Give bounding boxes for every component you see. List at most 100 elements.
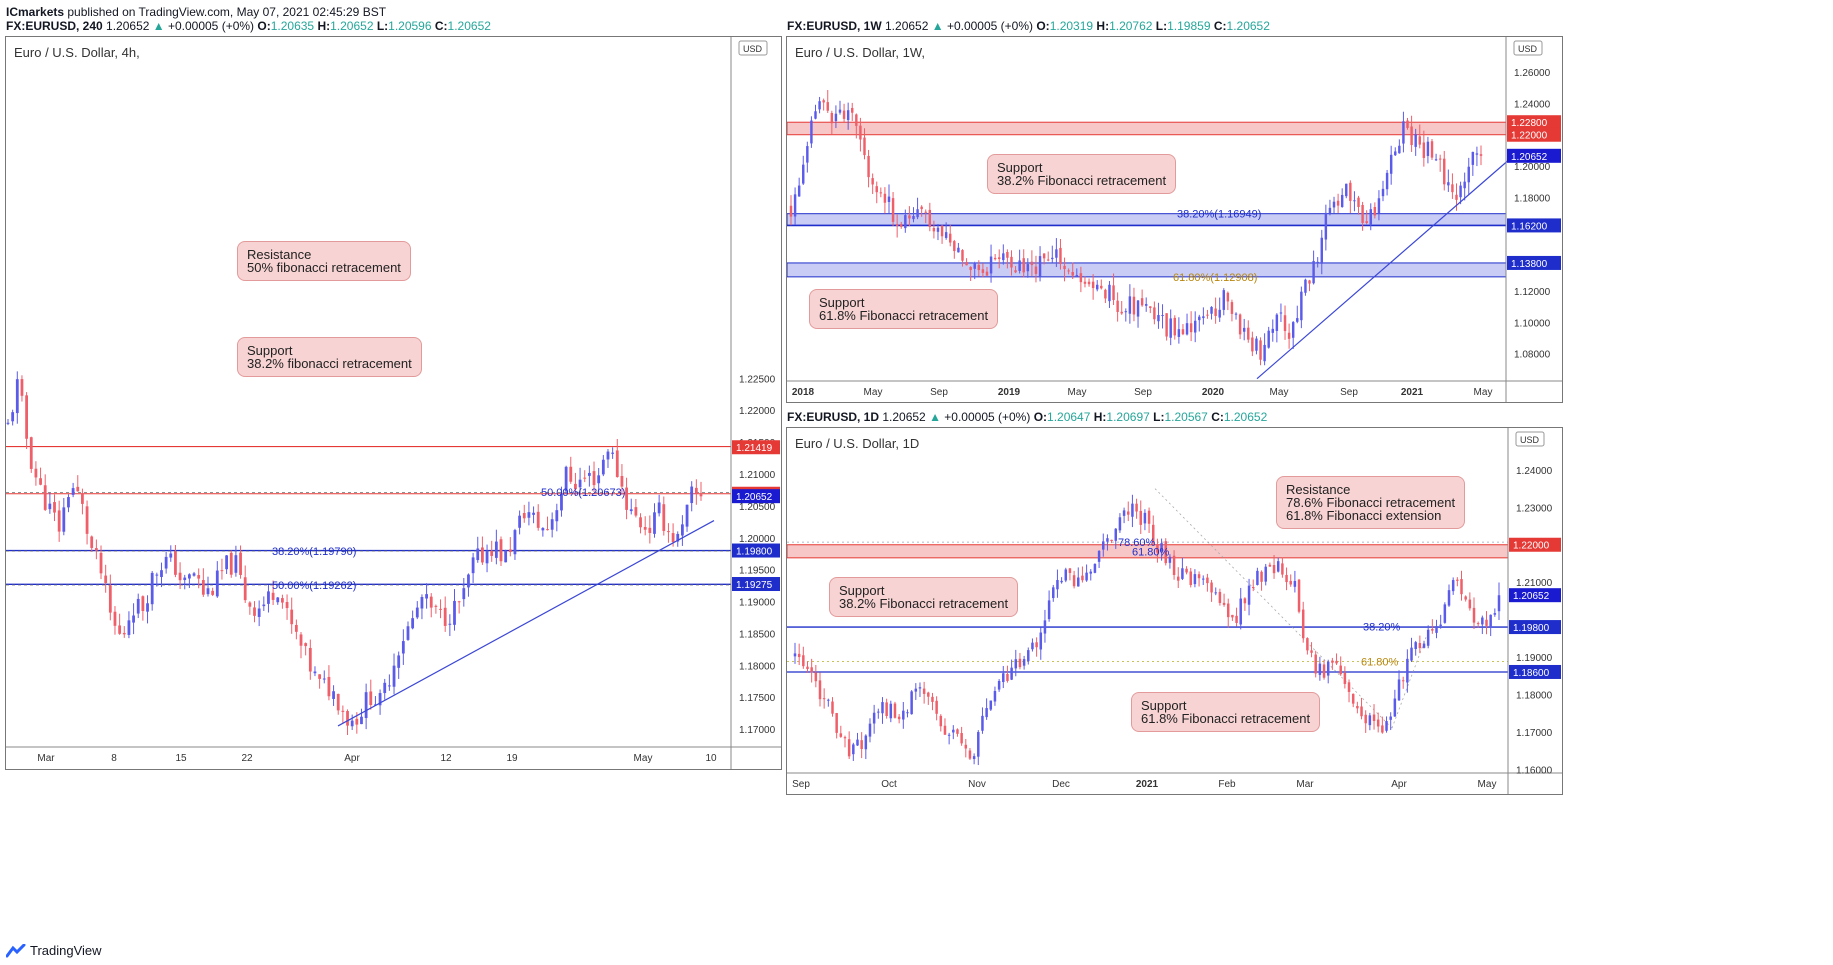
- candle-body: [1083, 281, 1087, 284]
- candle-body: [29, 437, 33, 469]
- candle-body: [1439, 624, 1442, 626]
- candle-body: [1468, 599, 1472, 609]
- candle-body: [1031, 642, 1034, 650]
- annotation-resistance-4h[interactable]: Resistance 50% fibonacci retracement: [237, 241, 411, 281]
- candle-body: [1147, 510, 1151, 524]
- currency-label: USD: [743, 44, 763, 54]
- candle-body: [1489, 614, 1492, 628]
- candle-body: [1475, 153, 1479, 155]
- trendline: [1256, 159, 1510, 380]
- fib-label: 61.80%(1.12908): [1173, 272, 1257, 284]
- candle-body: [1006, 251, 1009, 258]
- candle-body: [839, 733, 843, 737]
- candle-body: [1293, 580, 1297, 587]
- fib-diagonal-1d: [1154, 488, 1393, 729]
- candle-body: [1051, 257, 1054, 260]
- candle-body: [667, 531, 670, 533]
- candle-body: [1201, 578, 1205, 580]
- candle-body: [1255, 338, 1258, 351]
- price-badge: [1507, 255, 1561, 270]
- price-tick-label: 1.23000: [1516, 503, 1553, 514]
- candle-body: [685, 504, 689, 527]
- candle-body: [1038, 256, 1042, 277]
- time-tick-label: May: [634, 753, 653, 764]
- time-tick-label: 2021: [1136, 779, 1159, 790]
- candle-body: [411, 618, 415, 629]
- annotation-support-382-1w[interactable]: Support 38.2% Fibonacci retracement: [987, 154, 1177, 194]
- chart-svg-1d[interactable]: 78.60%61.80%38.20%61.80%1.240001.230001.…: [787, 428, 1562, 794]
- candle-body: [936, 227, 940, 232]
- candle-body: [1234, 313, 1238, 315]
- candle-body: [814, 672, 818, 682]
- currency-box: [1515, 431, 1545, 447]
- price-zone: [787, 262, 1507, 278]
- ohlc-label: O:: [1033, 410, 1048, 424]
- candle-body: [1264, 566, 1267, 582]
- fib-label: 38.20%(1.16949): [1177, 209, 1261, 221]
- price-tick-label: 1.10000: [1514, 318, 1551, 329]
- candle-body: [1157, 315, 1160, 322]
- candle-body: [1072, 575, 1076, 587]
- candle-body: [699, 494, 703, 497]
- candle-body: [1222, 290, 1226, 310]
- chart-panel-1w[interactable]: 38.20%(1.16949) 61.80%(1.12908) 1.26000 1.2…: [786, 36, 1563, 403]
- chart-panel-1d[interactable]: 78.60% 61.80% 38.20% 61.80% 1.24000 1.23000 1.…: [786, 427, 1563, 795]
- candle-body: [1131, 503, 1134, 517]
- candle-body: [1285, 574, 1288, 583]
- candle-body: [1418, 136, 1421, 145]
- candle-body: [1018, 658, 1022, 668]
- candle-body: [587, 472, 591, 476]
- candle-body: [453, 600, 456, 625]
- time-tick-label: Mar: [37, 753, 55, 764]
- candle-body: [1328, 207, 1332, 214]
- annotation-support-618-1w[interactable]: Support 61.8% Fibonacci retracement: [809, 289, 999, 329]
- candle-body: [1047, 600, 1051, 620]
- ohlc-close: 1.20652: [1223, 410, 1268, 424]
- candle-body: [1414, 134, 1417, 147]
- annotation-support-382-1d[interactable]: Support 38.2% Fibonacci retracement: [829, 577, 1019, 617]
- candle-body: [1242, 327, 1246, 332]
- candle-body: [1306, 638, 1309, 651]
- candle-body: [859, 125, 862, 140]
- candle-body: [1046, 259, 1050, 261]
- candle-body: [378, 693, 382, 706]
- candle-body: [1006, 673, 1009, 681]
- candle-body: [1181, 329, 1185, 335]
- price-zone: [787, 121, 1507, 136]
- candle-body: [1193, 320, 1197, 333]
- candle-body: [1214, 308, 1217, 316]
- candle-body: [964, 744, 968, 749]
- candle-body: [1181, 568, 1184, 579]
- annotation-support-618-1d[interactable]: Support 61.8% Fibonacci retracement: [1131, 692, 1321, 732]
- ohlc-label: H:: [1093, 410, 1107, 424]
- footer-brand[interactable]: TradingView: [6, 943, 102, 958]
- candle-body: [797, 185, 801, 197]
- candle-body: [1108, 284, 1111, 302]
- ohlc-open: 1.20635: [270, 19, 318, 33]
- candle-body: [943, 725, 947, 735]
- candle-body: [1055, 249, 1058, 258]
- candle-body: [1168, 556, 1172, 563]
- candle-body: [793, 194, 797, 217]
- price-badge: [732, 440, 780, 455]
- candle-body: [1010, 256, 1013, 268]
- candle-body: [1136, 300, 1140, 317]
- candle-body: [855, 114, 858, 126]
- candle-body: [1043, 620, 1047, 634]
- price-badge: [1507, 218, 1561, 233]
- candle-body: [494, 541, 498, 558]
- candle-body: [902, 710, 905, 720]
- chart-svg-4h[interactable]: 50.00%(1.20673) 38.20%(1.19790) 50.00%(1.1…: [6, 37, 781, 769]
- annotation-resistance-1d[interactable]: Resistance 78.6% Fibonacci retracement 61.…: [1276, 476, 1466, 529]
- candle-body: [1251, 587, 1255, 589]
- candle-body: [953, 241, 956, 252]
- chart-svg-1w[interactable]: 38.20%(1.16949) 61.80%(1.12908) 1.26000 1.2…: [787, 37, 1562, 402]
- candle-body: [814, 111, 817, 119]
- annotation-line: 38.2% fibonacci retracement: [247, 356, 412, 371]
- candle-body: [104, 575, 108, 583]
- change-up-icon: ▲: [929, 410, 941, 424]
- candle-body: [522, 513, 526, 519]
- candle-body: [406, 626, 410, 640]
- chart-panel-4h[interactable]: 50.00%(1.20673) 38.20%(1.19790) 50.00%(1.1…: [5, 36, 782, 770]
- annotation-support-4h[interactable]: Support 38.2% fibonacci retracement: [237, 337, 422, 377]
